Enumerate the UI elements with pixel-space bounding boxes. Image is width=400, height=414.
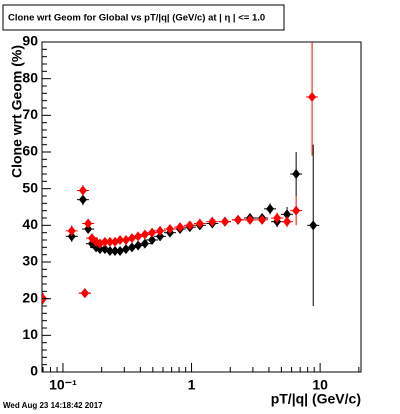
marker — [148, 227, 157, 238]
marker — [121, 235, 130, 245]
marker — [283, 209, 292, 220]
marker — [156, 231, 165, 242]
marker — [156, 225, 165, 236]
marker — [266, 203, 275, 214]
x-axis-label: pT/|q| (GeV/c) — [271, 391, 361, 407]
marker — [134, 231, 143, 242]
marker — [165, 224, 174, 234]
marker — [273, 213, 282, 223]
y-tick-label: 30 — [22, 253, 38, 269]
y-axis-label: Clone wrt Geom (%) — [9, 45, 25, 178]
marker — [84, 224, 93, 234]
marker — [176, 222, 185, 233]
marker — [283, 216, 292, 227]
marker — [148, 235, 157, 245]
y-tick-label: 60 — [22, 143, 38, 159]
marker — [258, 214, 267, 225]
chart-title: Clone wrt Geom for Global vs pT/|q| (GeV… — [8, 13, 265, 24]
y-tick-label: 90 — [22, 33, 38, 49]
marker — [234, 214, 243, 225]
plot-frame — [41, 41, 362, 373]
y-tick-label: 40 — [22, 216, 38, 232]
marker — [84, 218, 93, 229]
x-tick-label: 10 — [312, 377, 328, 393]
timestamp: Wed Aug 23 14:18:42 2017 — [3, 401, 103, 410]
x-tick-label: 1 — [188, 377, 196, 393]
y-tick-label: 70 — [22, 106, 38, 122]
marker — [309, 220, 318, 231]
x-tick-label: 10⁻¹ — [49, 377, 77, 393]
marker — [121, 244, 130, 255]
marker — [116, 246, 125, 256]
plot-area — [42, 42, 320, 306]
marker — [140, 238, 149, 249]
title-box — [2, 4, 285, 31]
marker — [67, 225, 76, 236]
marker — [208, 216, 217, 227]
marker — [308, 92, 317, 102]
marker — [292, 169, 301, 179]
marker — [80, 288, 89, 299]
marker — [195, 218, 204, 229]
marker — [127, 242, 136, 253]
marker — [140, 229, 149, 240]
marker — [185, 220, 194, 231]
marker — [127, 233, 136, 244]
y-tick-label: 80 — [22, 69, 38, 85]
marker — [220, 216, 229, 227]
marker — [134, 240, 143, 251]
marker — [246, 214, 255, 225]
y-tick-label: 20 — [22, 289, 38, 305]
marker — [78, 185, 87, 196]
y-tick-label: 50 — [22, 179, 38, 195]
marker — [292, 205, 301, 216]
marker — [78, 194, 87, 205]
y-tick-label: 10 — [22, 326, 38, 342]
y-tick-label: 0 — [30, 363, 38, 379]
